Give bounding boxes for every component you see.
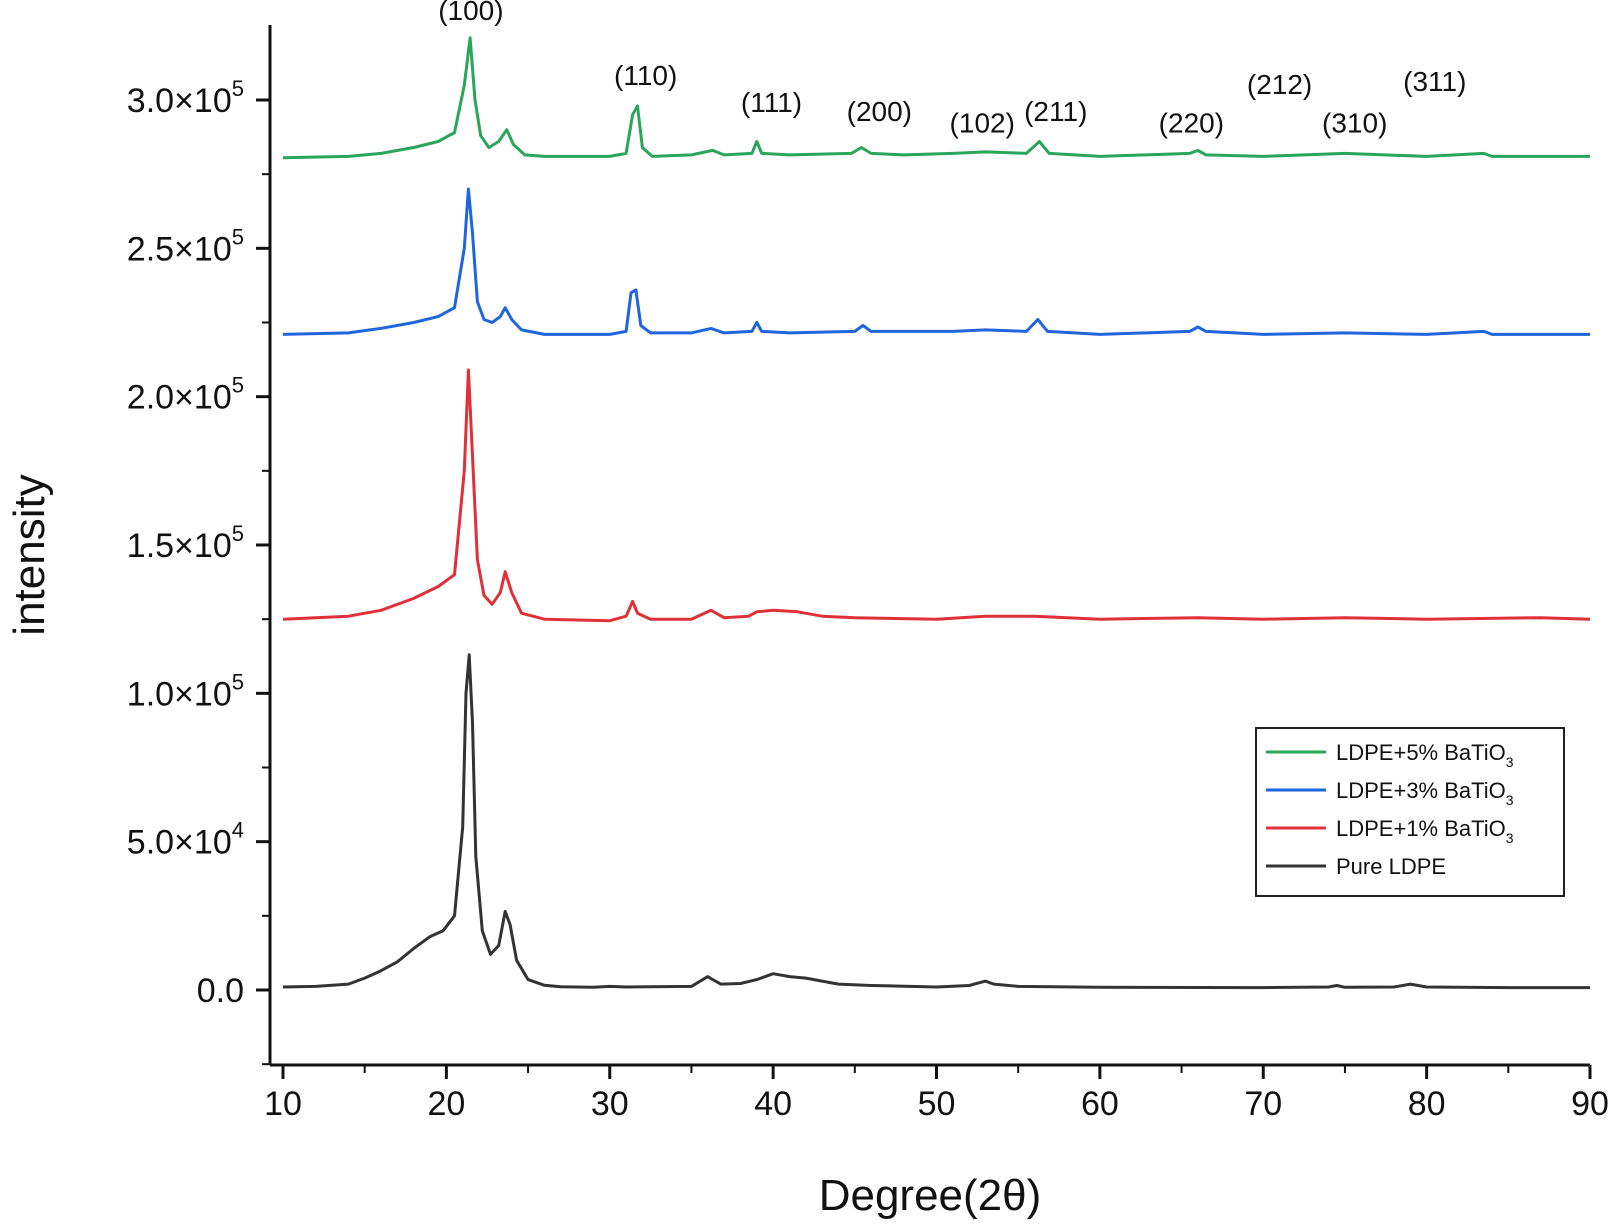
y-tick-exponent: 5 [232, 76, 244, 101]
x-tick-label: 90 [1571, 1085, 1609, 1123]
x-tick-label: 60 [1081, 1085, 1119, 1123]
x-tick-label: 20 [427, 1085, 465, 1123]
x-tick-label: 80 [1408, 1085, 1446, 1123]
peak-label: (310) [1322, 108, 1387, 139]
peak-label: (100) [438, 0, 503, 26]
y-axis-title: intensity [5, 474, 54, 635]
x-tick-label: 50 [918, 1085, 956, 1123]
peak-label: (311) [1403, 66, 1466, 97]
y-tick-exponent: 5 [232, 373, 244, 398]
x-tick-label: 70 [1244, 1085, 1282, 1123]
x-tick-label: 30 [591, 1085, 629, 1123]
peak-annotations: (100) (110) (111) (200) (102) (211) (220) (212)… [438, 0, 1466, 139]
legend-label: Pure LDPE [1336, 854, 1446, 879]
y-tick-label: 2.5×105 [127, 224, 244, 268]
legend-label-subscript: 3 [1506, 754, 1514, 770]
legend-box [1255, 727, 1565, 897]
y-tick-label: 0.0 [197, 972, 244, 1010]
peak-label: (200) [847, 96, 912, 127]
y-tick-exponent: 5 [232, 669, 244, 694]
legend-label-subscript: 3 [1506, 792, 1514, 808]
y-tick-label: 1.0×105 [127, 669, 244, 713]
peak-label: (111) [741, 87, 802, 118]
y-tick-exponent: 5 [232, 521, 244, 546]
series-lines [282, 36, 1591, 990]
peak-label: (102) [950, 108, 1015, 139]
y-tick-exponent: 5 [232, 224, 244, 249]
y-tick-label: 1.5×105 [127, 521, 244, 565]
series-line-ldpe-3-batio3 [282, 187, 1590, 336]
y-tick-label: 5.0×104 [127, 818, 244, 862]
y-tick-label: 2.0×105 [127, 373, 244, 417]
series-line-ldpe-1-batio3 [282, 368, 1591, 623]
x-tick-label: 40 [754, 1085, 792, 1123]
peak-label: (110) [614, 60, 677, 91]
series-line-pure-ldpe [282, 653, 1590, 990]
series-line-ldpe-5-batio3 [282, 36, 1590, 160]
peak-label: (212) [1247, 69, 1312, 100]
peak-label: (220) [1159, 108, 1224, 139]
axes-frame [268, 25, 1590, 1067]
x-axis-title: Degree(2θ) [819, 1171, 1042, 1220]
x-tick-label: 10 [264, 1085, 302, 1123]
peak-label: (211) [1024, 96, 1087, 127]
legend-label-subscript: 3 [1506, 830, 1514, 846]
y-tick-label: 3.0×105 [127, 76, 244, 120]
axis-ticks: 10 20 30 40 50 60 70 80 90 0.0 5.0×104 1.0×105 1.5×1… [127, 76, 1609, 1123]
y-tick-exponent: 4 [232, 818, 244, 843]
